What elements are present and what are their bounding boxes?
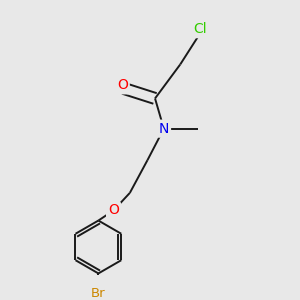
Text: Cl: Cl — [194, 22, 207, 36]
Text: O: O — [117, 78, 128, 92]
Text: O: O — [108, 203, 119, 218]
Text: N: N — [159, 122, 169, 136]
Text: Br: Br — [91, 287, 106, 300]
